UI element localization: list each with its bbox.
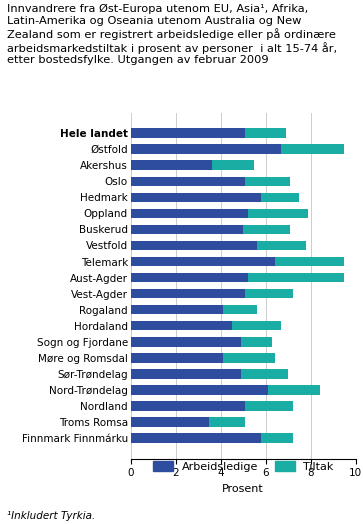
Bar [131, 177, 245, 186]
Bar [232, 321, 281, 331]
Bar [243, 225, 290, 234]
Bar [261, 192, 299, 202]
Bar [245, 177, 290, 186]
Text: Innvandrere fra Øst-Europa utenom EU, Asia¹, Afrika,
Latin-Amerika og Oseania ut: Innvandrere fra Øst-Europa utenom EU, As… [7, 4, 337, 66]
Bar [131, 321, 232, 331]
Bar [131, 385, 268, 395]
Bar [131, 257, 275, 266]
Bar [131, 145, 281, 154]
Bar [131, 128, 245, 138]
Bar [248, 273, 344, 282]
Bar [223, 305, 257, 314]
Bar [223, 353, 275, 363]
Bar [275, 257, 344, 266]
Bar [131, 192, 261, 202]
Bar [131, 225, 243, 234]
Bar [261, 433, 293, 443]
Bar [209, 417, 245, 427]
Text: ¹Inkludert Tyrkia.: ¹Inkludert Tyrkia. [7, 511, 95, 521]
Bar [241, 369, 288, 379]
Bar [245, 401, 293, 411]
Bar [131, 209, 248, 218]
Bar [131, 241, 257, 250]
Bar [131, 433, 261, 443]
X-axis label: Prosent: Prosent [222, 484, 264, 494]
Bar [131, 289, 245, 298]
Bar [245, 289, 293, 298]
Bar [131, 417, 209, 427]
Bar [212, 160, 254, 170]
Bar [131, 353, 223, 363]
Bar [131, 401, 245, 411]
Bar [131, 160, 212, 170]
Bar [268, 385, 320, 395]
Legend: Arbeidsledige, Tiltak: Arbeidsledige, Tiltak [148, 457, 338, 476]
Bar [131, 273, 248, 282]
Bar [248, 209, 309, 218]
Bar [245, 128, 286, 138]
Bar [281, 145, 344, 154]
Bar [131, 305, 223, 314]
Bar [257, 241, 306, 250]
Bar [131, 337, 241, 346]
Bar [241, 337, 273, 346]
Bar [131, 369, 241, 379]
